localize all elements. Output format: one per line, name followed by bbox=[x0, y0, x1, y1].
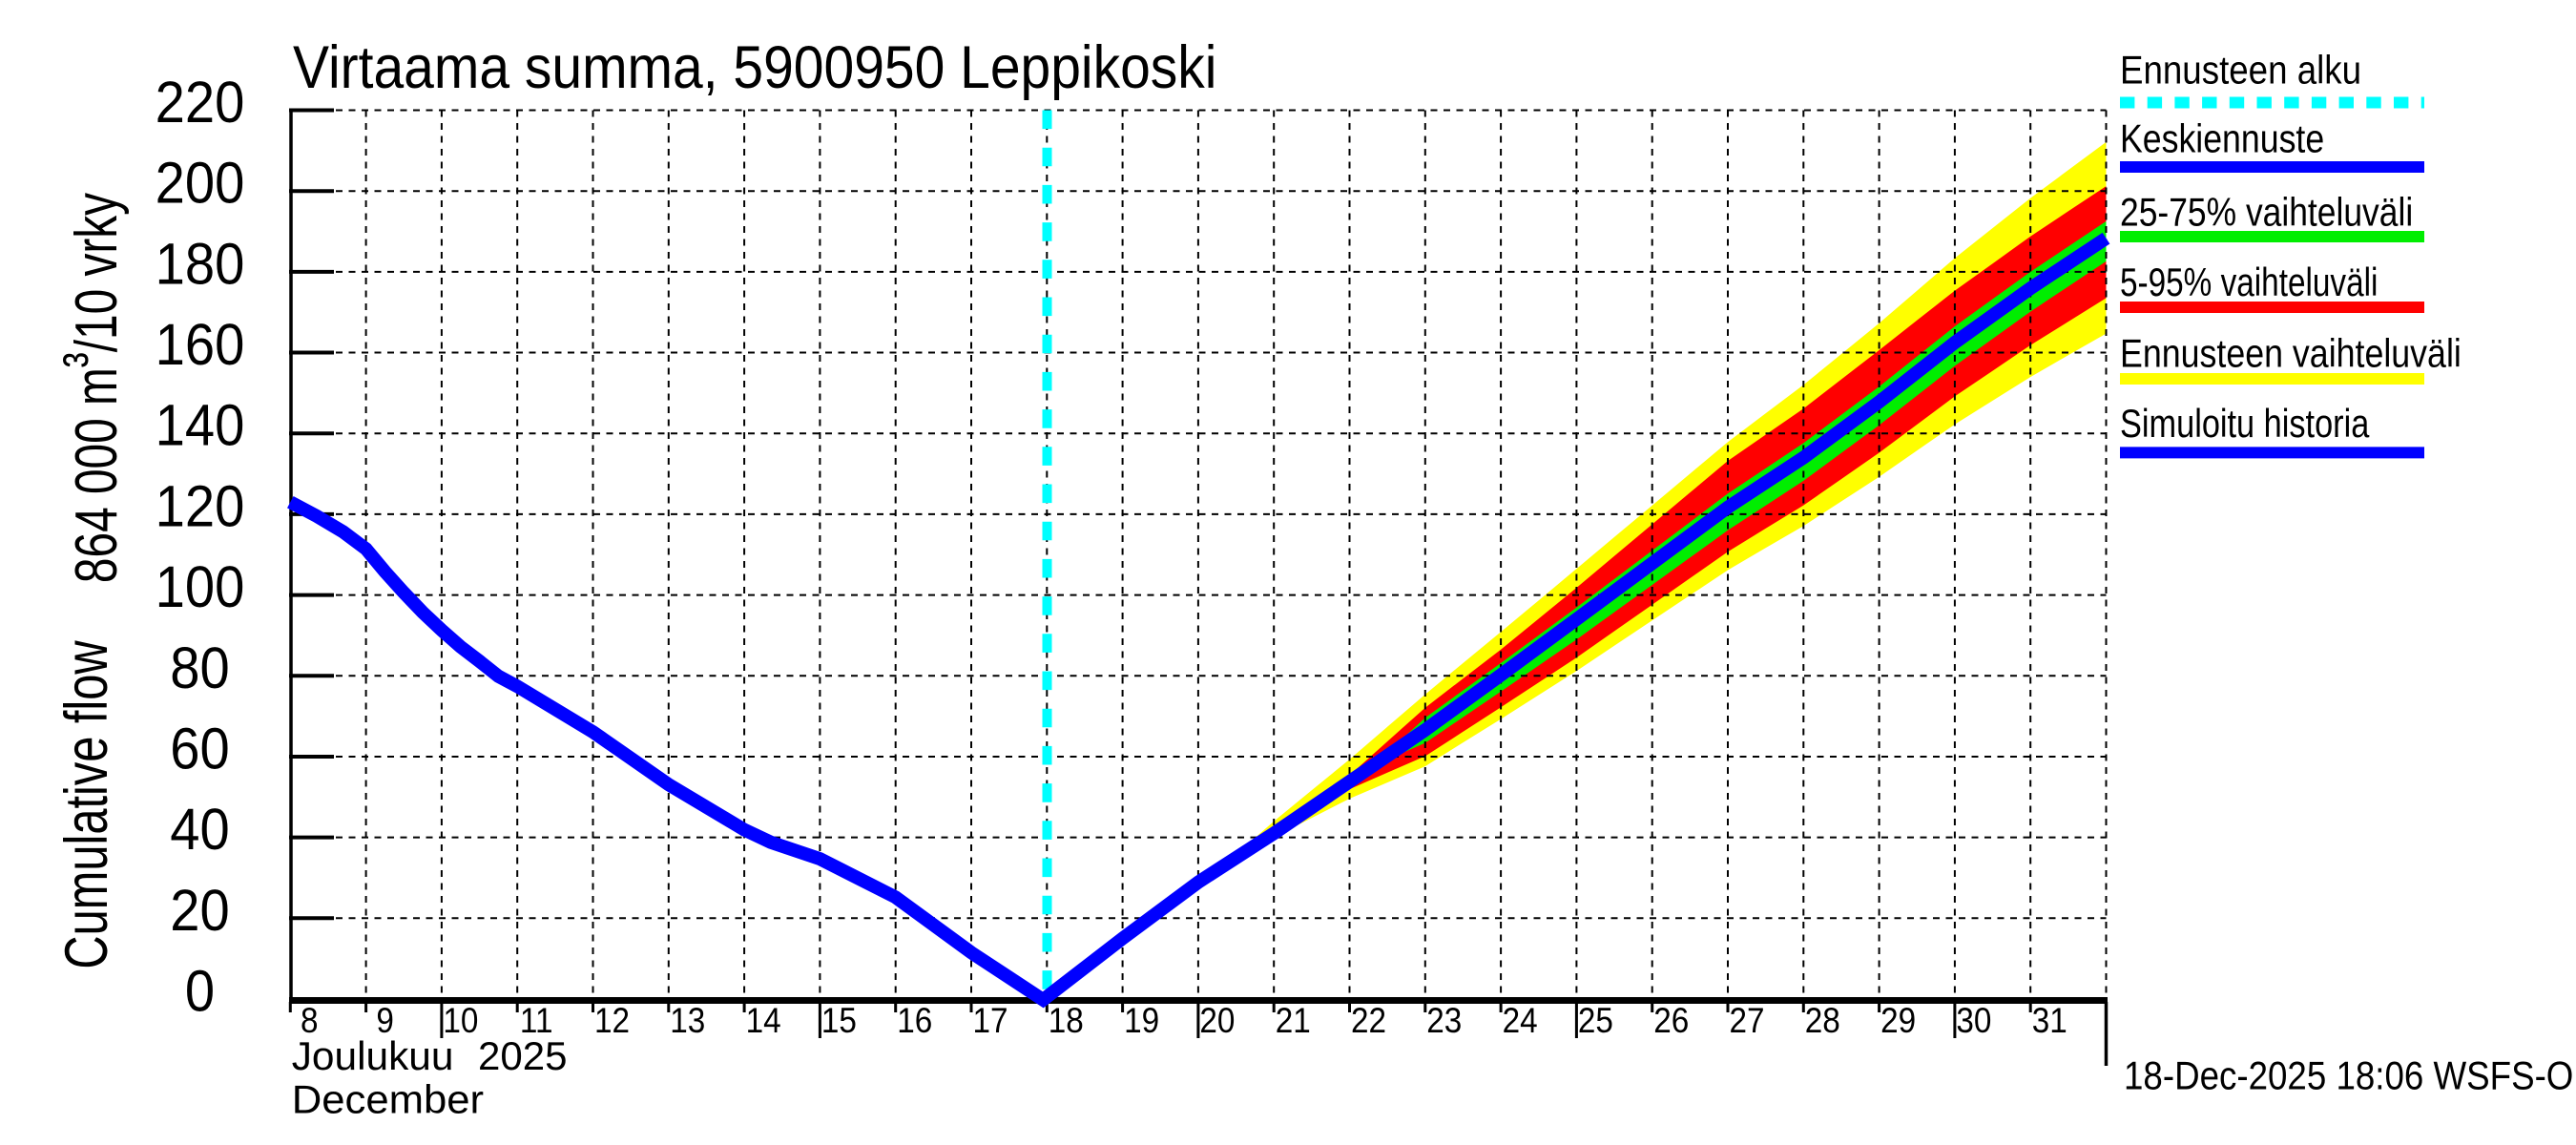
svg-text:864 000 m³/10 vrky: 864 000 m³/10 vrky bbox=[51, 193, 130, 583]
svg-text:Ennusteen vaihteluväli: Ennusteen vaihteluväli bbox=[2120, 332, 2462, 376]
svg-text:80: 80 bbox=[170, 636, 229, 701]
svg-text:28: 28 bbox=[1805, 1001, 1840, 1040]
svg-text:23: 23 bbox=[1426, 1001, 1462, 1040]
svg-text:5-95% vaihteluväli: 5-95% vaihteluväli bbox=[2120, 260, 2378, 304]
svg-text:17: 17 bbox=[972, 1001, 1008, 1040]
svg-text:9: 9 bbox=[376, 1001, 394, 1040]
svg-text:200: 200 bbox=[156, 152, 245, 217]
svg-text:Joulukuu: Joulukuu bbox=[292, 1033, 454, 1078]
svg-text:12: 12 bbox=[594, 1001, 630, 1040]
svg-text:18-Dec-2025 18:06 WSFS-O: 18-Dec-2025 18:06 WSFS-O bbox=[2124, 1054, 2573, 1098]
svg-text:220: 220 bbox=[156, 71, 245, 135]
svg-text:27: 27 bbox=[1729, 1001, 1764, 1040]
svg-text:14: 14 bbox=[746, 1001, 781, 1040]
svg-text:25: 25 bbox=[1578, 1001, 1613, 1040]
svg-text:11: 11 bbox=[520, 1001, 553, 1040]
svg-text:Virtaama summa, 5900950 Leppik: Virtaama summa, 5900950 Leppikoski bbox=[293, 33, 1216, 100]
svg-text:Simuloitu historia: Simuloitu historia bbox=[2120, 403, 2370, 447]
svg-text:20: 20 bbox=[170, 879, 229, 944]
svg-text:160: 160 bbox=[156, 313, 245, 378]
svg-text:180: 180 bbox=[156, 232, 245, 297]
svg-text:2025: 2025 bbox=[478, 1033, 567, 1078]
svg-text:24: 24 bbox=[1503, 1001, 1538, 1040]
svg-text:22: 22 bbox=[1351, 1001, 1386, 1040]
svg-text:0: 0 bbox=[185, 959, 215, 1024]
svg-text:140: 140 bbox=[156, 394, 245, 459]
svg-text:Ennusteen alku: Ennusteen alku bbox=[2120, 50, 2361, 93]
svg-text:21: 21 bbox=[1276, 1001, 1311, 1040]
svg-text:December: December bbox=[292, 1077, 484, 1122]
svg-text:Keskiennuste: Keskiennuste bbox=[2120, 117, 2324, 161]
svg-text:40: 40 bbox=[170, 798, 229, 863]
svg-text:10: 10 bbox=[443, 1001, 478, 1040]
svg-text:120: 120 bbox=[156, 474, 245, 539]
svg-text:100: 100 bbox=[156, 555, 245, 620]
svg-text:8: 8 bbox=[301, 1001, 319, 1040]
svg-text:25-75% vaihteluväli: 25-75% vaihteluväli bbox=[2120, 191, 2413, 235]
svg-text:15: 15 bbox=[821, 1001, 857, 1040]
svg-text:29: 29 bbox=[1880, 1001, 1916, 1040]
svg-text:20: 20 bbox=[1199, 1001, 1235, 1040]
svg-text:16: 16 bbox=[897, 1001, 932, 1040]
svg-text:30: 30 bbox=[1956, 1001, 1991, 1040]
svg-text:13: 13 bbox=[670, 1001, 705, 1040]
svg-text:18: 18 bbox=[1049, 1001, 1084, 1040]
svg-text:19: 19 bbox=[1124, 1001, 1159, 1040]
svg-text:26: 26 bbox=[1653, 1001, 1689, 1040]
svg-text:31: 31 bbox=[2032, 1001, 2067, 1040]
svg-text:60: 60 bbox=[170, 717, 229, 781]
svg-text:Cumulative flow: Cumulative flow bbox=[52, 640, 119, 969]
